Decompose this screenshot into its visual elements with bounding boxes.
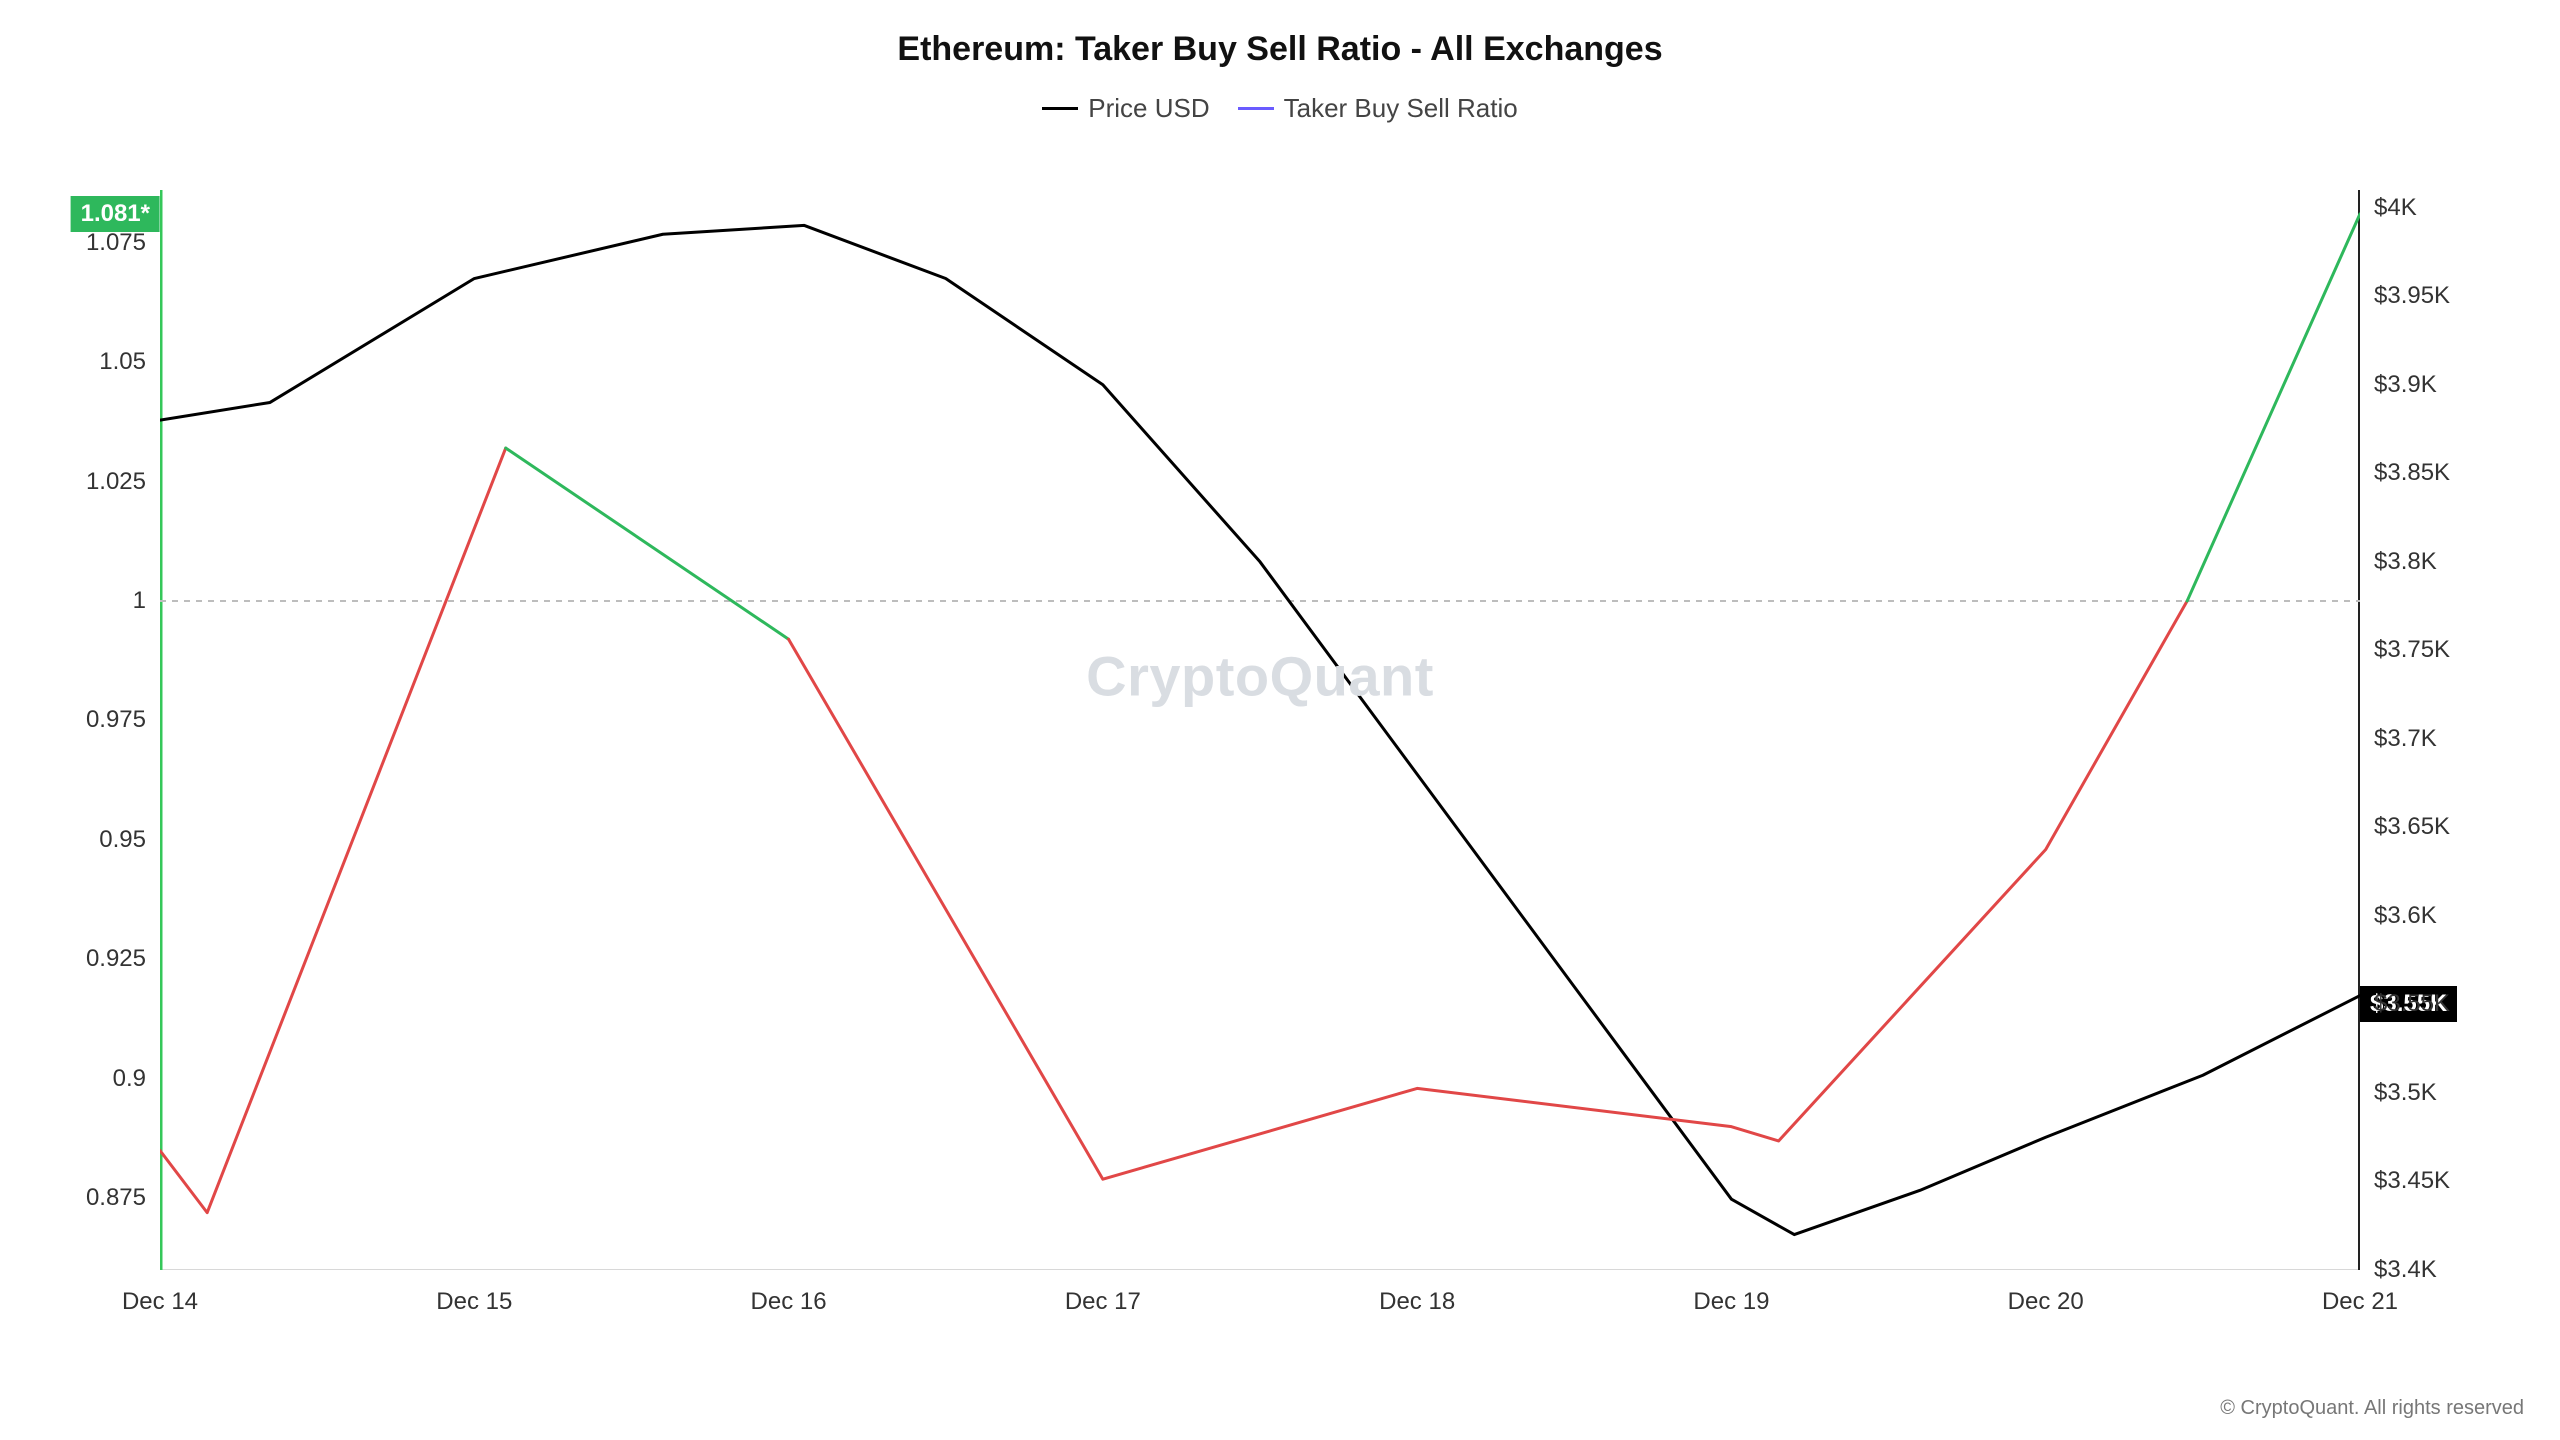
ratio-line-segment (2187, 214, 2360, 601)
y-left-tick-label: 1.025 (86, 468, 146, 496)
y-right-tick-label: $3.85K (2374, 459, 2450, 487)
x-tick-label: Dec 16 (751, 1288, 827, 1316)
y-right-tick-label: $3.75K (2374, 636, 2450, 664)
y-left-tick-label: 1 (133, 587, 146, 615)
price-line (160, 225, 2360, 1234)
y-right-tick-label: $3.4K (2374, 1256, 2437, 1284)
y-left-tick-label: 0.9 (113, 1065, 146, 1093)
y-right-tick-label: $3.95K (2374, 282, 2450, 310)
x-tick-label: Dec 14 (122, 1288, 198, 1316)
ratio-line-segment (789, 601, 2188, 1179)
ratio-line-segment (506, 448, 789, 639)
footer-attribution: © CryptoQuant. All rights reserved (2220, 1397, 2524, 1420)
y-right-tick-label: $3.7K (2374, 725, 2437, 753)
legend-swatch (1042, 107, 1078, 110)
x-tick-label: Dec 19 (1693, 1288, 1769, 1316)
legend-item[interactable]: Taker Buy Sell Ratio (1238, 93, 1518, 124)
y-left-tick-label: 1.05 (99, 348, 146, 376)
legend-swatch (1238, 107, 1274, 110)
legend-label: Price USD (1088, 93, 1209, 124)
legend-label: Taker Buy Sell Ratio (1284, 93, 1518, 124)
y-left-tick-label: 0.975 (86, 706, 146, 734)
y-right-tick-label: $3.8K (2374, 548, 2437, 576)
y-right-tick-label: $4K (2374, 194, 2417, 222)
chart-container: Ethereum: Taker Buy Sell Ratio - All Exc… (0, 0, 2560, 1440)
chart-title: Ethereum: Taker Buy Sell Ratio - All Exc… (0, 30, 2560, 69)
x-tick-label: Dec 20 (2008, 1288, 2084, 1316)
plot-svg (160, 190, 2360, 1270)
x-tick-label: Dec 18 (1379, 1288, 1455, 1316)
x-tick-label: Dec 15 (436, 1288, 512, 1316)
y-right-tick-label: $3.9K (2374, 371, 2437, 399)
legend-item[interactable]: Price USD (1042, 93, 1209, 124)
y-right-tick-label: $3.5K (2374, 1079, 2437, 1107)
y-right-tick-label: $3.55K (2374, 990, 2450, 1018)
left-axis-badge: 1.081* (71, 196, 160, 232)
y-right-tick-label: $3.6K (2374, 902, 2437, 930)
y-left-tick-label: 1.075 (86, 229, 146, 257)
x-tick-label: Dec 17 (1065, 1288, 1141, 1316)
y-right-tick-label: $3.45K (2374, 1167, 2450, 1195)
y-left-tick-label: 0.875 (86, 1184, 146, 1212)
y-left-tick-label: 0.925 (86, 945, 146, 973)
plot-area: CryptoQuant 1.081* $3.55K Dec 14Dec 15De… (160, 190, 2360, 1270)
x-tick-label: Dec 21 (2322, 1288, 2398, 1316)
y-left-tick-label: 0.95 (99, 826, 146, 854)
chart-legend: Price USD Taker Buy Sell Ratio (0, 86, 2560, 124)
y-right-tick-label: $3.65K (2374, 813, 2450, 841)
ratio-line-segment (160, 448, 506, 1213)
